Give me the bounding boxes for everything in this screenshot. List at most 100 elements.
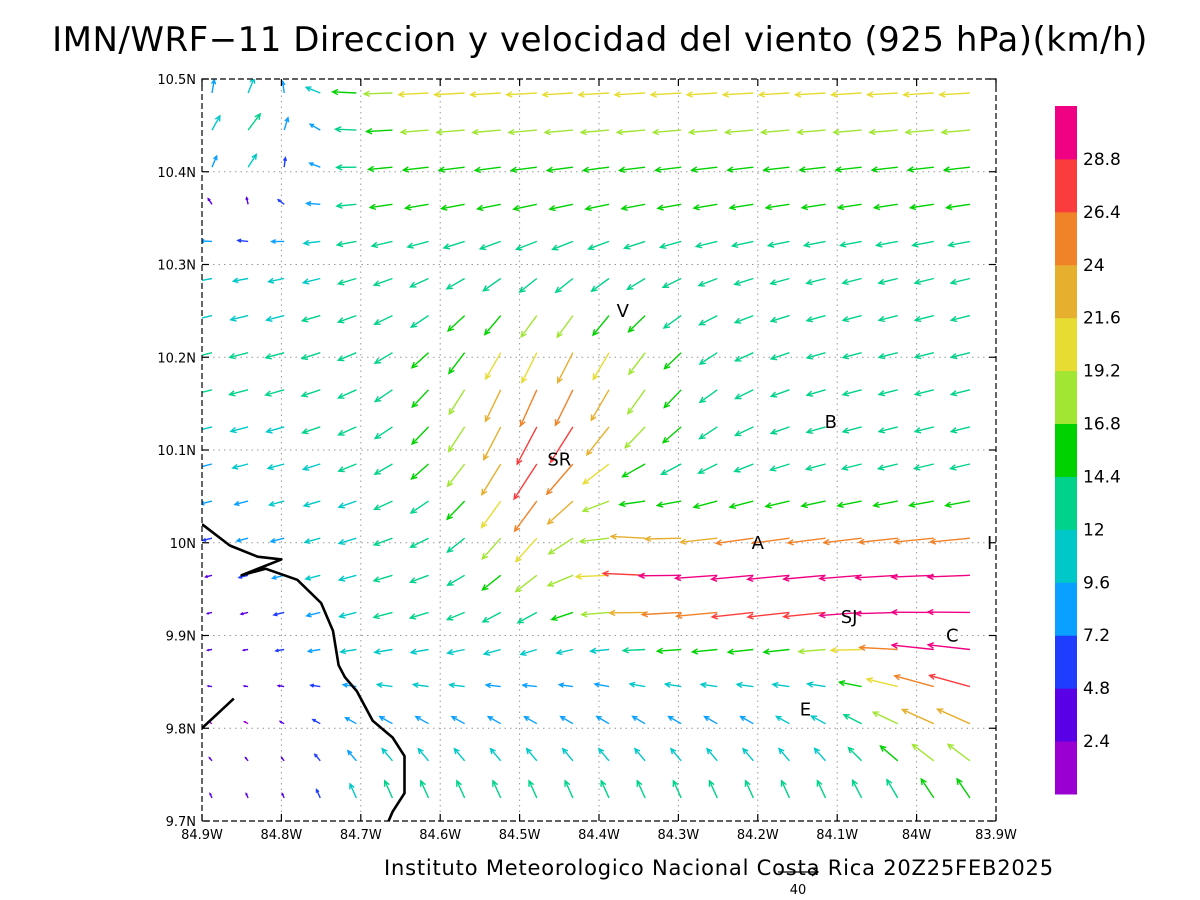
wind-vector (579, 128, 610, 136)
wind-vector (335, 164, 357, 171)
wind-vector (362, 90, 393, 98)
wind-vector (822, 537, 862, 546)
wind-vector (269, 537, 285, 544)
wind-vector (697, 277, 718, 287)
wind-vector (272, 611, 285, 617)
place-label: V (617, 301, 630, 322)
wind-vector (633, 747, 646, 762)
wind-vector (231, 463, 249, 470)
wind-vector (580, 611, 610, 618)
wind-vector (520, 315, 538, 339)
wind-vector (663, 681, 682, 688)
wind-vector (241, 648, 249, 652)
wind-vector (832, 128, 862, 136)
wind-vector (446, 500, 466, 521)
wind-vector (245, 792, 249, 799)
wind-vector (406, 240, 429, 249)
wind-vector (762, 648, 790, 655)
wind-vector (628, 352, 646, 376)
wind-vector (300, 352, 321, 361)
wind-vector (608, 609, 646, 617)
wind-vector (236, 238, 249, 243)
wind-vector (228, 389, 249, 397)
wind-vector (601, 570, 646, 577)
wind-vector (513, 500, 538, 533)
wind-vector (408, 574, 429, 584)
wind-vector (528, 779, 538, 799)
wind-vector (813, 747, 827, 762)
wind-vector (484, 682, 501, 689)
wind-vector (509, 166, 537, 174)
wind-vector (800, 203, 826, 211)
wind-vector (244, 756, 249, 762)
wind-vector (597, 747, 610, 762)
wind-vector (622, 240, 646, 250)
wind-vector (877, 314, 898, 323)
wind-vector (663, 352, 682, 370)
wind-vector (364, 128, 393, 135)
wind-vector (936, 708, 971, 725)
wind-vector (838, 240, 862, 248)
wind-vector (265, 426, 285, 434)
wind-vector (726, 166, 754, 173)
wind-vector (344, 716, 357, 725)
wind-vector (687, 128, 718, 136)
wind-vector (816, 779, 827, 799)
colorbar-label: 14.4 (1083, 467, 1121, 487)
wind-vector (842, 713, 862, 725)
wind-vector (663, 389, 682, 409)
wind-vector (556, 352, 574, 385)
wind-vector (439, 203, 465, 211)
wind-vector (904, 128, 934, 136)
wind-vector (282, 156, 288, 168)
wind-vector (796, 128, 826, 136)
wind-vector (733, 314, 754, 324)
wind-vector (233, 500, 249, 507)
wind-vector (868, 128, 898, 136)
wind-vector (858, 644, 898, 652)
wind-vector (204, 574, 213, 579)
wind-vector (673, 574, 718, 582)
wind-vector (483, 426, 502, 462)
wind-vector (721, 91, 754, 98)
wind-vector (658, 240, 682, 249)
wind-vector (949, 352, 971, 360)
wind-vector (735, 681, 754, 689)
x-tick-label: 84.5W (499, 828, 541, 843)
y-tick-label: 10N (170, 537, 196, 552)
wind-vector (482, 648, 501, 656)
wind-vector (202, 537, 213, 542)
wind-vector (699, 681, 718, 689)
wind-vector (926, 608, 970, 616)
wind-vector (308, 123, 321, 131)
wind-vector (481, 463, 502, 496)
wind-vector (661, 426, 682, 444)
wind-vector (574, 573, 610, 580)
wind-vector (447, 426, 466, 453)
wind-vector (521, 682, 537, 689)
colorbar-swatch (1055, 582, 1077, 636)
wind-vector (432, 91, 465, 98)
wind-vector (468, 91, 501, 98)
wind-vector (264, 389, 285, 397)
wind-vector (481, 611, 502, 623)
wind-vector (408, 611, 429, 620)
wind-vector (206, 684, 213, 688)
wind-vector (397, 91, 429, 98)
wind-vector (313, 753, 321, 762)
wind-vector (678, 537, 718, 545)
wind-vector (877, 426, 898, 434)
wind-vector (615, 128, 646, 136)
y-tick-label: 10.3N (157, 259, 196, 274)
wind-vector (414, 715, 429, 725)
wind-vector (653, 166, 682, 173)
wind-vector (913, 314, 934, 323)
colorbar-swatch (1055, 529, 1077, 583)
wind-vector (337, 574, 357, 582)
x-tick-label: 84.4W (578, 828, 620, 843)
wind-vector (865, 677, 898, 688)
wind-vector (207, 197, 213, 205)
wind-vector (628, 681, 646, 688)
wind-vector (372, 537, 393, 547)
wind-vector (872, 500, 898, 508)
